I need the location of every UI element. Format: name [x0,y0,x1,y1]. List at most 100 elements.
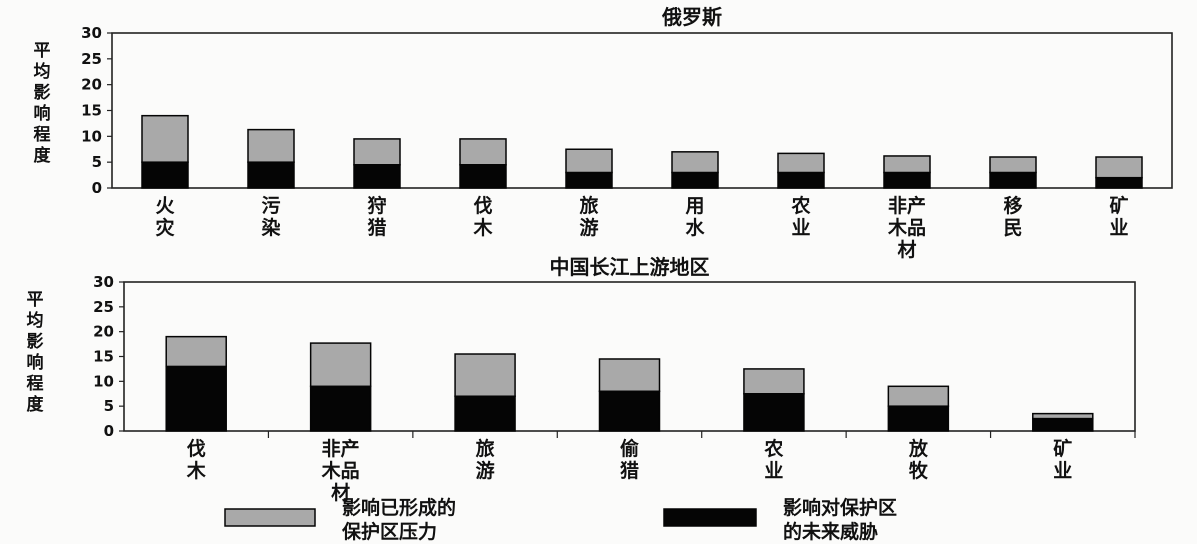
legend-swatch-threat [663,508,757,527]
y-tick-label: 25 [93,298,114,316]
x-tick-label: 灾 [155,216,174,239]
bar-segment-threat [353,164,401,189]
bar-segment-pressure [459,138,507,166]
x-tick-label: 业 [1109,217,1128,239]
bar-segment-pressure [454,353,516,397]
x-tick-label: 业 [1053,460,1072,482]
x-tick-label: 放 [908,437,929,460]
x-tick-label: 游 [579,216,598,239]
x-tick-label: 伐 [473,194,492,217]
bar-segment-threat [1095,176,1143,189]
x-tick-label: 染 [261,216,280,239]
y-tick-label: 25 [81,50,102,68]
x-tick-label: 污 [261,195,280,217]
x-tick-label: 牧 [909,459,929,482]
bar-segment-threat [887,405,950,432]
x-tick-label: 木 [186,459,207,482]
bar-segment-pressure [598,358,661,393]
bar-segment-pressure [671,151,719,174]
y-axis-label-char: 平 [34,41,51,61]
bar-segment-pressure [883,155,931,174]
bar-segment-pressure [989,156,1037,174]
bar-segment-threat [743,393,805,432]
bar-segment-threat [671,171,719,189]
y-tick-label: 15 [81,102,102,120]
chart-title: 中国长江上游地区 [550,255,710,279]
x-tick-label: 业 [791,217,810,239]
x-tick-label: 木品 [887,216,926,239]
y-tick-label: 0 [92,179,102,197]
y-axis-label-char: 均 [27,310,44,331]
x-tick-label: 火 [155,195,175,217]
y-axis-label-char: 响 [34,103,51,124]
bar-segment-pressure [353,138,401,166]
bar-segment-threat [454,395,516,432]
legend-label-threat: 影响对保护区 [783,496,897,519]
y-tick-label: 5 [104,397,114,415]
x-tick-label: 游 [476,459,495,482]
y-tick-label: 30 [93,273,114,291]
bar-segment-threat [165,365,227,432]
bar-segment-pressure [165,335,227,368]
x-tick-label: 农 [790,194,810,217]
y-tick-label: 0 [104,422,114,440]
bar-segment-pressure [1095,156,1143,179]
x-tick-label: 农 [763,437,783,460]
bar-segment-pressure [141,114,189,163]
bar-segment-threat [598,390,661,432]
x-tick-label: 狩 [367,194,386,217]
bar-segment-threat [309,385,372,432]
x-tick-label: 水 [685,217,705,239]
y-axis-label-char: 程 [27,374,44,394]
bar-segment-pressure [743,368,805,395]
bar-segment-threat [1032,417,1094,432]
x-tick-label: 猎 [367,216,386,239]
y-axis-label-char: 度 [34,145,52,166]
y-axis-label-char: 响 [27,352,44,373]
y-tick-label: 5 [92,153,102,171]
y-axis-label-char: 影 [34,83,51,103]
y-tick-label: 30 [81,24,102,42]
legend-label-pressure: 影响已形成的 [342,496,456,519]
x-tick-label: 移 [1003,194,1022,217]
bar-segment-threat [883,171,931,189]
x-tick-label: 民 [1003,217,1022,239]
bar-segment-pressure [777,152,825,174]
bar-segment-pressure [309,342,372,388]
legend-label-pressure: 保护区压力 [341,520,437,543]
bar-segment-threat [989,171,1037,189]
bar-segment-threat [777,171,825,189]
y-axis-label-char: 程 [34,125,51,145]
y-axis-label-char: 影 [27,332,44,352]
bar-segment-threat [247,161,295,189]
bar-segment-pressure [887,385,950,407]
y-tick-label: 20 [81,76,102,94]
x-tick-label: 矿 [1053,437,1072,460]
x-tick-label: 旅 [476,437,495,460]
x-tick-label: 用 [685,195,704,217]
y-tick-label: 15 [93,348,114,366]
bar-segment-threat [565,171,613,189]
x-tick-label: 材 [897,238,916,261]
bar-segment-pressure [247,128,295,163]
legend-swatch-pressure [224,508,316,527]
x-tick-label: 木品 [321,459,360,482]
x-tick-label: 木 [472,216,493,239]
x-tick-label: 非产 [322,437,360,460]
x-tick-label: 矿 [1109,194,1128,217]
bar-segment-threat [141,161,189,189]
y-tick-label: 20 [93,323,114,341]
bar-segment-threat [459,164,507,189]
x-tick-label: 业 [764,460,783,482]
chart-title: 俄罗斯 [661,5,722,29]
x-tick-label: 旅 [579,194,598,217]
y-axis-label-char: 平 [27,290,44,310]
y-tick-label: 10 [93,372,114,390]
y-axis-label-char: 均 [34,61,51,82]
y-tick-label: 10 [81,127,102,145]
legend-label-threat: 的未来威胁 [783,520,878,543]
x-tick-label: 偷 [620,437,639,460]
bar-segment-pressure [1032,412,1094,420]
